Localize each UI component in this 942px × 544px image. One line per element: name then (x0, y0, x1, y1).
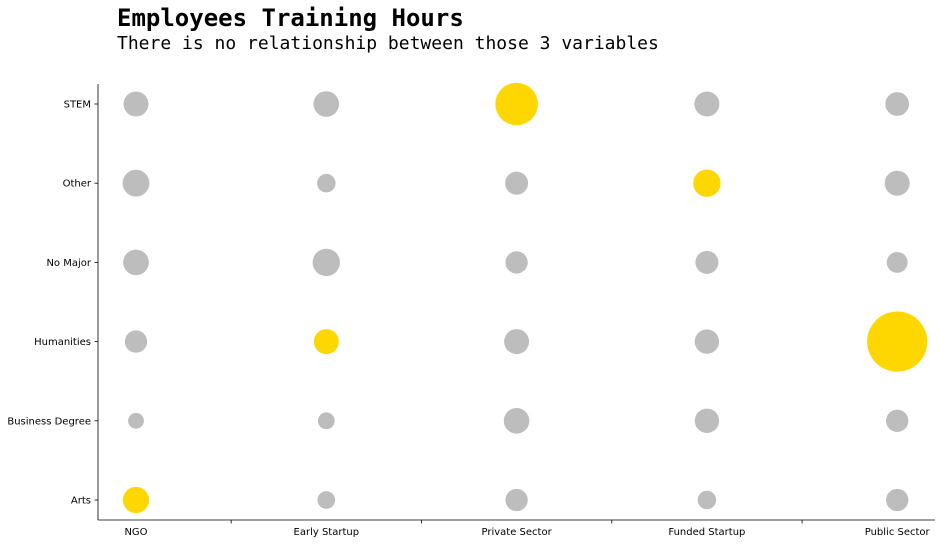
chart-subtitle: There is no relationship between those 3… (117, 33, 659, 54)
bubble-private-sector-no-major (505, 251, 528, 274)
bubble-ngo-humanities (124, 330, 148, 353)
bubble-early-startup-other (317, 173, 336, 193)
bubble-funded-startup-stem (694, 91, 720, 117)
bubble-public-sector-humanities (867, 311, 928, 372)
bubbles (122, 82, 928, 514)
bubble-early-startup-no-major (312, 248, 340, 277)
bubble-ngo-no-major (123, 249, 149, 276)
x-tick-label: Public Sector (865, 527, 931, 538)
y-tick-label: Humanities (34, 337, 91, 348)
bubble-funded-startup-other (693, 169, 721, 197)
chart-title: Employees Training Hours (117, 4, 464, 32)
bubble-funded-startup-no-major (695, 250, 719, 274)
bubble-early-startup-stem (313, 91, 340, 117)
bubble-early-startup-business-degree (317, 412, 335, 430)
bubble-ngo-arts (122, 486, 150, 514)
bubble-public-sector-no-major (886, 251, 908, 273)
bubble-public-sector-other (884, 170, 910, 196)
bubble-private-sector-humanities (504, 329, 530, 355)
bubble-public-sector-business-degree (886, 409, 909, 432)
bubble-funded-startup-humanities (694, 329, 720, 354)
y-tick-label: STEM (64, 100, 91, 111)
bubble-ngo-business-degree (128, 412, 144, 429)
x-tick-label: Private Sector (481, 527, 552, 538)
bubble-private-sector-other (505, 171, 529, 195)
bubble-funded-startup-arts (697, 490, 717, 510)
x-tick-label: Early Startup (294, 527, 360, 538)
bubble-ngo-stem (123, 91, 149, 117)
x-tick-label: NGO (124, 527, 147, 538)
y-tick-label: Business Degree (7, 416, 91, 427)
axes: STEM Other No Major Humanities Business Degr… (7, 84, 935, 538)
bubble-early-startup-arts (317, 491, 336, 509)
y-tick-label: Arts (71, 496, 91, 507)
bubble-private-sector-arts (505, 488, 528, 512)
bubble-public-sector-stem (885, 92, 910, 116)
y-tick-label: No Major (46, 258, 91, 269)
bubble-early-startup-humanities (313, 329, 339, 355)
bubble-public-sector-arts (886, 488, 909, 512)
y-tick-label: Other (63, 179, 92, 190)
x-tick-label: Funded Startup (668, 527, 745, 538)
bubble-private-sector-stem (495, 82, 538, 126)
bubble-funded-startup-business-degree (694, 408, 720, 433)
bubble-private-sector-business-degree (503, 407, 530, 434)
bubble-ngo-other (122, 169, 150, 197)
